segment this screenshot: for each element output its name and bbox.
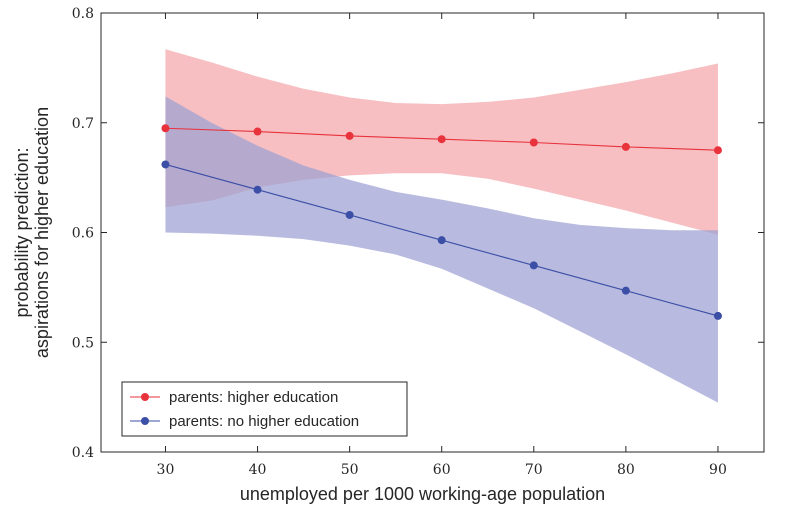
data-point (253, 127, 262, 136)
y-tick-label: 0.5 (72, 335, 94, 351)
legend-entry-label: parents: higher education (169, 389, 338, 406)
y-axis-label: probability prediction:aspirations for h… (12, 107, 52, 358)
x-tick-label: 70 (525, 462, 543, 478)
data-point (437, 135, 446, 144)
confidence-band-2 (165, 96, 718, 403)
data-point (529, 261, 538, 270)
legend-box (121, 381, 408, 437)
data-point (253, 185, 262, 194)
y-axis-label-line: aspirations for higher education (32, 107, 52, 358)
legend: parents: higher education parents: no hig… (121, 381, 408, 437)
confidence-bands (165, 49, 718, 403)
y-tick-label: 0.7 (72, 116, 94, 132)
y-axis-label-line: probability prediction: (12, 147, 32, 317)
y-tick-label: 0.8 (72, 6, 94, 22)
data-point (161, 160, 170, 169)
x-tick-label: 60 (433, 462, 451, 478)
axes: 30 40 50 60 70 80 90 0.4 0.5 0.6 0.7 0.8 unemployed … (12, 6, 765, 504)
data-point (437, 236, 446, 245)
data-point (713, 146, 722, 155)
legend-entry-label: parents: no higher education (169, 413, 359, 430)
x-tick-label: 40 (249, 462, 267, 478)
legend-swatch-marker (141, 393, 149, 401)
x-axis-label: unemployed per 1000 working-age populati… (240, 484, 605, 504)
x-tick-label: 30 (157, 462, 175, 478)
x-tick-label: 80 (617, 462, 635, 478)
data-point (345, 131, 354, 140)
data-point (713, 311, 722, 320)
data-point (529, 138, 538, 147)
data-point (621, 286, 630, 295)
data-point (345, 210, 354, 219)
x-tick-label: 50 (341, 462, 359, 478)
x-tick-label: 90 (709, 462, 727, 478)
y-tick-label: 0.6 (72, 226, 94, 242)
y-tick-label: 0.4 (72, 445, 94, 461)
series-lines (161, 124, 722, 320)
data-point (161, 124, 170, 133)
data-point (621, 142, 630, 151)
legend-swatch-marker (141, 417, 149, 425)
